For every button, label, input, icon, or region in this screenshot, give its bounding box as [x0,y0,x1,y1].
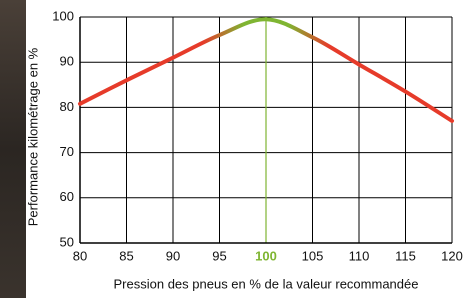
x-tick-label: 85 [119,248,133,263]
page: {"chart_data": {"type": "line", "x_label… [0,0,469,298]
x-tick-label: 115 [395,248,416,263]
y-tick-label: 50 [60,234,74,249]
x-tick-label: 80 [73,248,87,263]
x-tick-label: 90 [166,248,180,263]
x-axis-label: Pression des pneus en % de la valeur rec… [114,276,419,291]
x-tick-label: 100 [255,248,277,263]
chart: Performance kilométrage en % Pression de… [0,0,469,298]
y-tick-label: 60 [60,189,74,204]
y-tick-label: 100 [52,8,74,23]
x-tick-label: 120 [441,248,463,263]
photo-edge [0,0,26,298]
y-tick-label: 80 [60,99,74,114]
y-tick-label: 70 [60,144,74,159]
x-tick-label: 110 [349,248,370,263]
x-tick-label: 105 [302,248,324,263]
y-tick-label: 90 [60,54,74,69]
y-axis-label: Performance kilométrage en % [25,47,40,226]
x-tick-label: 95 [212,248,226,263]
